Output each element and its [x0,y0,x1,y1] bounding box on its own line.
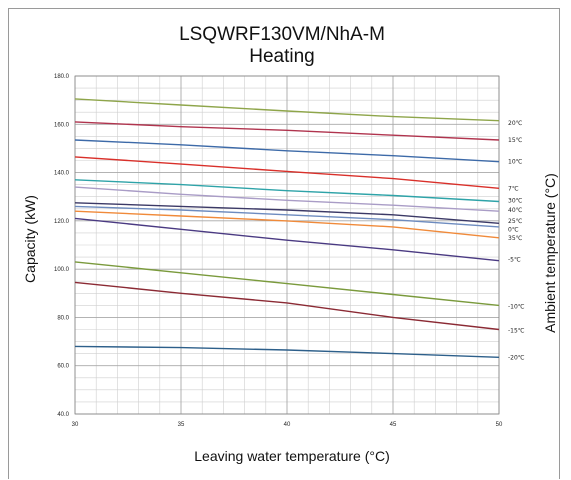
y-axis-title: Capacity (kW) [22,195,38,283]
x-tick-labels: 30 35 40 45 50 [72,422,503,428]
series-line [74,261,500,307]
series-line [74,345,500,358]
chart-title-line-1: LSQWRF130VM/NhA-M [179,24,385,45]
series-label: 30℃ [508,197,523,204]
series-label: 20℃ [508,120,523,127]
chart-title-line-2: Heating [249,46,315,67]
series-label: -20℃ [508,354,525,361]
y-tick-label: 40.0 [57,412,69,418]
chart-frame: 30 35 40 45 50 40.0 60.0 80.0 100.0 120.0 140.0 16… [8,8,560,479]
series-label: 10℃ [508,159,523,166]
series-lines [74,98,500,358]
y-tick-label: 140.0 [54,171,70,177]
y-tick-label: 160.0 [54,122,70,128]
series-line [74,179,500,203]
plot-border [74,75,500,415]
x-tick-label: 30 [72,422,79,428]
series-line [74,281,500,331]
y-tick-label: 180.0 [54,74,70,80]
x-tick-label: 40 [284,422,291,428]
capacity-chart: 30 35 40 45 50 40.0 60.0 80.0 100.0 120.0 140.0 16… [22,24,558,464]
x-tick-label: 50 [496,422,503,428]
series-line [74,156,500,189]
series-line [74,121,500,141]
series-label: 15℃ [508,137,523,144]
series-line [74,98,500,122]
series-line [74,139,500,163]
series-label: -10℃ [508,304,525,311]
y-tick-label: 80.0 [57,315,69,321]
series-line [74,186,500,212]
series-label: -5℃ [508,256,521,263]
y-tick-label: 60.0 [57,364,69,370]
x-axis-title: Leaving water temperature (°C) [194,448,389,464]
y-tick-label: 120.0 [54,219,70,225]
y-tick-label: 100.0 [54,267,70,273]
series-label: 35℃ [508,235,523,242]
series-label: 40℃ [508,207,523,214]
y-tick-labels: 40.0 60.0 80.0 100.0 120.0 140.0 160.0 180.0 [54,74,70,418]
series-label: -15℃ [508,328,525,335]
series-label: 25℃ [508,218,523,225]
x-tick-label: 45 [390,422,397,428]
y2-axis-title: Ambient temperature (°C) [542,173,558,333]
series-line [74,202,500,224]
series-label: 7℃ [508,185,519,192]
series-line [74,210,500,239]
x-tick-label: 35 [178,422,185,428]
series-line [74,217,500,262]
series-label: 0℃ [508,226,519,233]
series-labels: 20℃ 15℃ 10℃ 7℃ 30℃ 40℃ 25℃0℃ 35℃ -5℃ -10℃ -15℃ -20℃ [508,120,525,361]
series-line [74,205,500,228]
